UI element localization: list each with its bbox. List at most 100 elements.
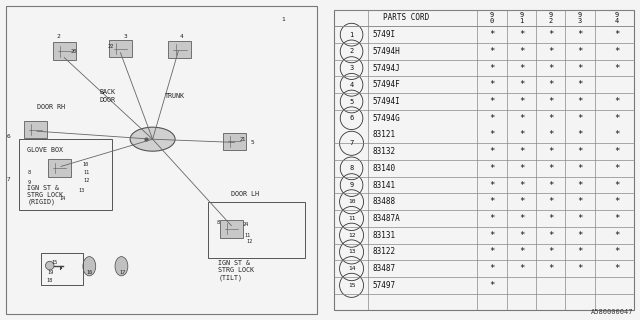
Text: 7: 7 <box>6 177 10 182</box>
Text: *: * <box>548 147 554 156</box>
Text: *: * <box>614 47 620 56</box>
Text: *: * <box>490 47 495 56</box>
Text: 2: 2 <box>349 48 354 54</box>
Text: *: * <box>519 131 524 140</box>
Text: *: * <box>490 197 495 206</box>
Text: *: * <box>490 214 495 223</box>
Text: *: * <box>548 264 554 273</box>
Text: *: * <box>548 131 554 140</box>
Text: *: * <box>614 231 620 240</box>
Text: 18: 18 <box>47 278 53 284</box>
Text: 83487A: 83487A <box>372 214 400 223</box>
Text: *: * <box>614 147 620 156</box>
Text: 20: 20 <box>71 49 77 54</box>
Text: *: * <box>548 47 554 56</box>
Text: 5: 5 <box>349 99 354 105</box>
Ellipse shape <box>83 257 96 276</box>
Text: IGN ST &
STRG LOCK
(TILT): IGN ST & STRG LOCK (TILT) <box>218 260 255 281</box>
Text: *: * <box>577 197 583 206</box>
Text: *: * <box>548 80 554 89</box>
Text: 24: 24 <box>243 221 249 227</box>
Text: *: * <box>614 164 620 173</box>
Text: *: * <box>548 164 554 173</box>
Text: 57494H: 57494H <box>372 47 400 56</box>
Text: 13: 13 <box>348 249 355 254</box>
Text: 15: 15 <box>348 283 355 288</box>
Text: PARTS CORD: PARTS CORD <box>383 13 429 22</box>
Text: *: * <box>519 247 524 256</box>
Text: *: * <box>519 64 524 73</box>
Text: 12: 12 <box>83 178 89 183</box>
Text: 57497: 57497 <box>372 281 396 290</box>
Text: *: * <box>577 214 583 223</box>
Text: *: * <box>548 231 554 240</box>
FancyBboxPatch shape <box>220 220 243 237</box>
Text: *: * <box>577 164 583 173</box>
Text: 3: 3 <box>349 65 354 71</box>
Text: *: * <box>519 214 524 223</box>
Text: 21: 21 <box>239 137 246 142</box>
Text: 83121: 83121 <box>372 131 396 140</box>
Text: BACK
DOOR: BACK DOOR <box>100 90 116 102</box>
Text: 17: 17 <box>119 270 125 275</box>
Text: 9: 9 <box>349 182 354 188</box>
Text: *: * <box>490 97 495 106</box>
Text: 6: 6 <box>6 133 10 139</box>
Text: *: * <box>490 180 495 189</box>
Text: *: * <box>490 164 495 173</box>
Text: 15: 15 <box>51 260 58 265</box>
Text: 83488: 83488 <box>372 197 396 206</box>
Text: *: * <box>577 47 583 56</box>
Circle shape <box>45 261 54 270</box>
Text: *: * <box>519 180 524 189</box>
Text: 83140: 83140 <box>372 164 396 173</box>
Text: 2: 2 <box>57 34 61 39</box>
Text: *: * <box>519 30 524 39</box>
Text: 83132: 83132 <box>372 147 396 156</box>
Text: 83141: 83141 <box>372 180 396 189</box>
FancyBboxPatch shape <box>53 43 76 60</box>
Text: *: * <box>577 114 583 123</box>
Text: *: * <box>614 30 620 39</box>
Text: *: * <box>490 147 495 156</box>
FancyBboxPatch shape <box>168 41 191 58</box>
Text: *: * <box>490 231 495 240</box>
Text: 7: 7 <box>349 140 354 146</box>
Text: 8: 8 <box>349 165 354 171</box>
Text: 11: 11 <box>348 216 355 221</box>
Bar <box>41 253 83 285</box>
Text: 13: 13 <box>79 188 85 193</box>
Text: *: * <box>490 30 495 39</box>
Text: 16: 16 <box>87 270 93 275</box>
Text: *: * <box>548 247 554 256</box>
Text: *: * <box>548 180 554 189</box>
Text: *: * <box>548 30 554 39</box>
Text: *: * <box>519 197 524 206</box>
Text: 1: 1 <box>281 17 285 22</box>
Text: *: * <box>519 80 524 89</box>
Text: *: * <box>519 97 524 106</box>
FancyBboxPatch shape <box>223 133 246 150</box>
Text: 9
1: 9 1 <box>519 12 524 24</box>
Text: *: * <box>614 197 620 206</box>
Text: 57494I: 57494I <box>372 97 400 106</box>
Text: GLOVE BOX: GLOVE BOX <box>28 148 63 153</box>
Text: *: * <box>490 281 495 290</box>
Text: *: * <box>490 264 495 273</box>
Text: *: * <box>577 80 583 89</box>
Text: IGN ST &
STRG LOCK
(RIGID): IGN ST & STRG LOCK (RIGID) <box>28 185 63 205</box>
Text: 14: 14 <box>348 266 355 271</box>
Text: *: * <box>614 64 620 73</box>
Text: 6: 6 <box>349 115 354 121</box>
Text: *: * <box>548 214 554 223</box>
Text: DOOR RH: DOOR RH <box>37 104 65 110</box>
FancyBboxPatch shape <box>24 121 47 138</box>
Text: *: * <box>577 147 583 156</box>
Text: 1: 1 <box>349 32 354 38</box>
Text: 9
3: 9 3 <box>578 12 582 24</box>
Text: *: * <box>577 247 583 256</box>
Bar <box>208 202 305 258</box>
Text: *: * <box>614 264 620 273</box>
Text: *: * <box>614 214 620 223</box>
Text: *: * <box>519 114 524 123</box>
